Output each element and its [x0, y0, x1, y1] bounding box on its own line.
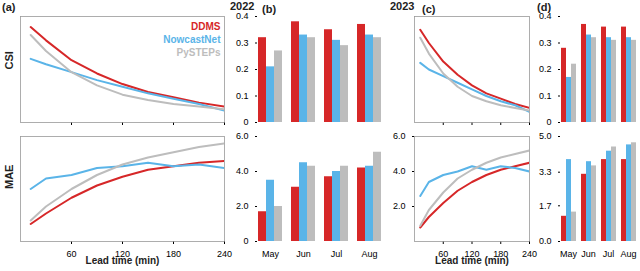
svg-text:May: May [560, 249, 578, 259]
svg-text:MAE: MAE [3, 165, 15, 189]
svg-text:Jul: Jul [603, 249, 615, 259]
svg-text:0.2: 0.2 [539, 64, 552, 74]
svg-text:NowcastNet: NowcastNet [163, 34, 221, 45]
svg-text:2.0: 2.0 [393, 201, 406, 211]
svg-text:Aug: Aug [361, 249, 377, 259]
svg-text:5.0: 5.0 [539, 131, 552, 141]
svg-text:6.0: 6.0 [393, 131, 406, 141]
svg-text:1.7: 1.7 [539, 201, 552, 211]
svg-text:0: 0 [243, 117, 248, 127]
svg-text:0.2: 0.2 [236, 64, 249, 74]
html-text:(b): (b) [262, 3, 276, 15]
svg-text:4.0: 4.0 [236, 166, 249, 176]
svg-text:0.0: 0.0 [539, 236, 552, 246]
svg-text:May: May [262, 249, 280, 259]
svg-text:Aug: Aug [620, 249, 636, 259]
svg-text:60: 60 [66, 249, 76, 259]
svg-text:240: 240 [217, 249, 232, 259]
html-text:2022: 2022 [230, 0, 255, 12]
svg-text:6.0: 6.0 [236, 131, 249, 141]
svg-text:0: 0 [243, 236, 248, 246]
svg-text:Lead time (min): Lead time (min) [86, 255, 160, 266]
html-text:2023: 2023 [390, 0, 415, 12]
svg-text:0.4: 0.4 [539, 11, 552, 22]
html-text:(c): (c) [422, 3, 436, 15]
svg-text:0.3: 0.3 [236, 38, 249, 48]
svg-text:3.3: 3.3 [539, 167, 552, 177]
svg-text:240: 240 [522, 249, 537, 259]
svg-text:PySTEPs: PySTEPs [177, 47, 221, 58]
svg-text:2.0: 2.0 [236, 201, 249, 211]
svg-text:0.1: 0.1 [236, 91, 249, 101]
svg-text:Jun: Jun [296, 249, 311, 259]
svg-text:Lead time (min): Lead time (min) [435, 255, 509, 266]
svg-text:Jun: Jun [581, 249, 596, 259]
svg-text:CSI: CSI [3, 51, 15, 69]
svg-text:DDMS: DDMS [191, 21, 221, 32]
svg-text:0.3: 0.3 [539, 38, 552, 48]
svg-text:4.0: 4.0 [393, 166, 406, 176]
html-text:(d): (d) [537, 1, 551, 13]
svg-text:0.4: 0.4 [236, 11, 249, 21]
svg-text:0.1: 0.1 [539, 91, 552, 101]
svg-text:180: 180 [166, 249, 181, 259]
svg-text:Jul: Jul [331, 249, 343, 259]
svg-text:0: 0 [546, 117, 551, 127]
html-text:(a): (a) [2, 1, 16, 13]
